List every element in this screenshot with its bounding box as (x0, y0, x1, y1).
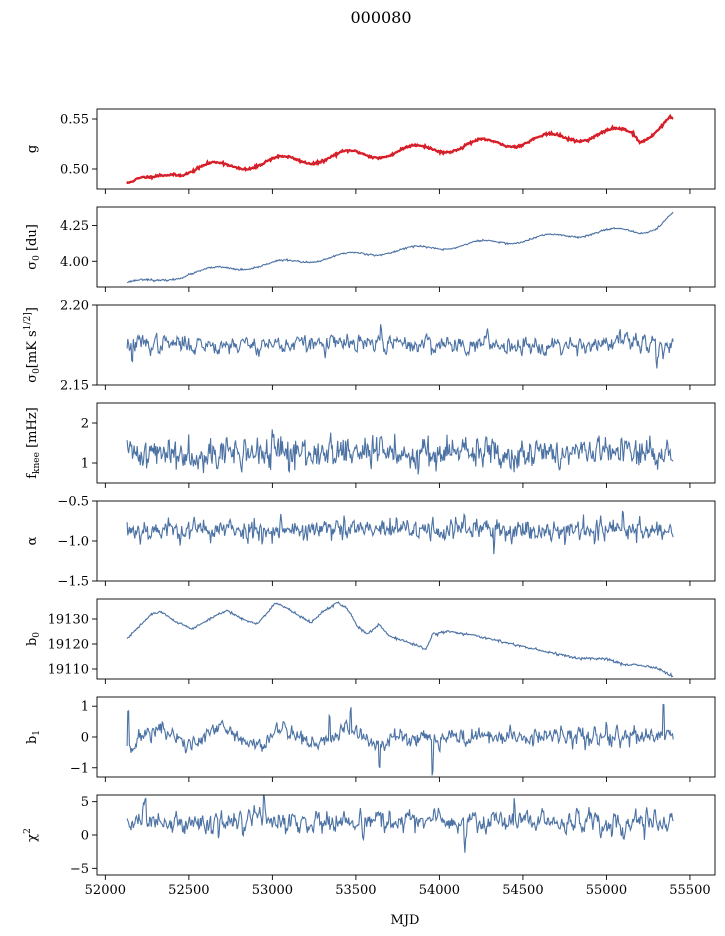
x-tick-label: 54000 (419, 883, 460, 898)
series-line-al (126, 510, 674, 555)
y-tick-label: 2.20 (60, 299, 89, 314)
y-tick-label: 19130 (48, 613, 89, 628)
y-tick-label: −5 (70, 862, 89, 877)
panel-b0: 19110 19120 19130 b0 (25, 598, 716, 684)
panel-fk: 1 2 fknee [mHz] (25, 402, 716, 488)
y-tick-label: 5 (81, 795, 89, 810)
series-line-s0 (127, 211, 674, 284)
x-tick-label: 52500 (168, 883, 209, 898)
axes-frame (96, 108, 716, 190)
panel-g: 0.50 0.55 g (25, 108, 716, 194)
y-axis-label: σ0 [du] (25, 224, 42, 270)
series-line-chi (126, 795, 674, 853)
x-tick-label: 54500 (502, 883, 543, 898)
x-tick-label: 55500 (669, 883, 710, 898)
y-tick-label: −1 (70, 761, 89, 776)
panels-group: 0.50 0.55 g 4.00 4.25 σ0 [du] 2.15 2.20 σ0[mK s1… (23, 108, 716, 898)
y-tick-label: 4.25 (60, 219, 89, 234)
y-axis-label: g (25, 145, 40, 153)
x-axis-label: MJD (391, 913, 420, 928)
axes-frame (96, 598, 716, 680)
y-axis-label: fknee [mHz] (25, 407, 42, 479)
panel-sw: 2.15 2.20 σ0[mK s1/2]] (23, 299, 716, 394)
y-tick-label: 0 (81, 731, 89, 746)
series-line-b1 (126, 703, 674, 776)
y-axis-label: χ2 (23, 828, 40, 842)
y-axis-label: α (25, 536, 40, 545)
y-tick-label: 4.00 (60, 255, 89, 270)
axes-frame (96, 402, 716, 484)
y-tick-label: 19120 (48, 638, 89, 653)
y-axis-label: σ0[mK s1/2]] (23, 307, 42, 383)
panel-s0: 4.00 4.25 σ0 [du] (25, 206, 716, 292)
series-line-sw (126, 324, 674, 369)
series-line-b0 (126, 601, 674, 678)
series-line-fk (126, 429, 674, 475)
y-tick-label: −1.0 (57, 535, 89, 550)
y-axis-label: b0 (25, 632, 42, 646)
axes-frame (96, 206, 716, 288)
y-tick-label: 0.55 (60, 113, 89, 128)
y-tick-label: 0.50 (60, 163, 89, 178)
y-tick-label: 1 (81, 457, 89, 472)
x-tick-label: 52000 (85, 883, 126, 898)
y-tick-label: 0 (81, 829, 89, 844)
panel-al: −1.5 −1.0 −0.5 α (25, 495, 716, 590)
y-tick-label: 1 (81, 700, 89, 715)
y-tick-label: 2.15 (60, 379, 89, 394)
x-tick-label: 55000 (586, 883, 627, 898)
y-axis-label: b1 (25, 730, 42, 744)
x-tick-label: 53000 (252, 883, 293, 898)
figure-title: 000080 (350, 8, 411, 27)
y-tick-label: −1.5 (57, 575, 89, 590)
panel-chi: −5 0 5 52000 52500 53000 53500 54000 54500 55000 5… (23, 794, 716, 898)
axes-frame (96, 794, 716, 876)
y-tick-label: −0.5 (57, 495, 89, 510)
axes-frame (96, 304, 716, 386)
panel-b1: −1 0 1 b1 (25, 696, 716, 782)
y-tick-label: 19110 (48, 663, 89, 678)
series-line-g-inner (126, 115, 674, 184)
x-tick-label: 53500 (335, 883, 376, 898)
y-tick-label: 2 (81, 417, 89, 432)
